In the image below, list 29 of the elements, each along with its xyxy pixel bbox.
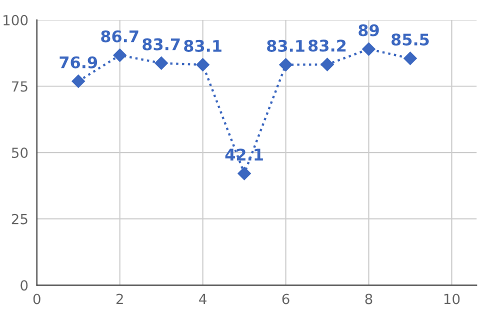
- data-label: 83.7: [142, 38, 180, 50]
- y-tick-label: 100: [4, 14, 28, 26]
- point: [72, 74, 85, 88]
- data-label: 86.7: [101, 30, 138, 42]
- point: [404, 52, 417, 65]
- point: [113, 48, 126, 62]
- x-tick-label: 8: [365, 294, 372, 304]
- x-tick-label: 4: [199, 294, 206, 304]
- data-label: 83.1: [184, 40, 222, 52]
- data-label: 83.1: [267, 40, 304, 52]
- data-label: 85.5: [392, 34, 429, 46]
- x-tick-label: 6: [282, 294, 290, 304]
- x-tick-label: 2: [116, 294, 123, 304]
- point: [279, 58, 292, 72]
- y-tick-label: 0: [20, 280, 28, 291]
- y-tick-label: 50: [12, 148, 28, 158]
- point: [238, 166, 251, 180]
- x-tick-label: 10: [444, 294, 460, 304]
- point: [362, 42, 376, 56]
- x-tick-label: 0: [33, 294, 40, 304]
- point: [320, 58, 334, 72]
- data-label: 42.1: [225, 148, 263, 160]
- data-label: 83.2: [308, 40, 346, 52]
- point: [196, 58, 210, 72]
- data-label: 76.9: [60, 56, 98, 68]
- point: [154, 56, 168, 70]
- data-label: 89: [358, 24, 379, 36]
- y-tick-label: 25: [12, 214, 28, 224]
- y-tick-label: 75: [12, 81, 28, 92]
